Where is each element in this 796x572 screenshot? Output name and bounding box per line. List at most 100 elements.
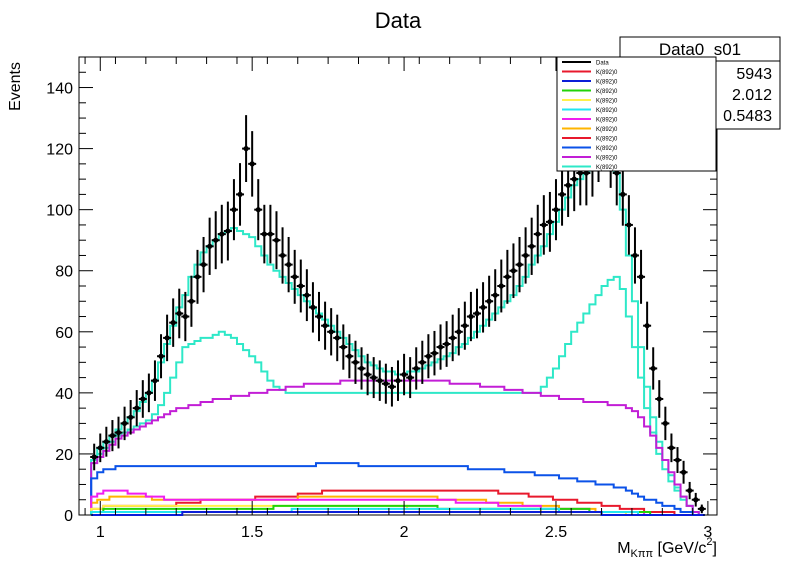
data-point bbox=[521, 227, 530, 284]
data-point bbox=[138, 380, 147, 418]
x-tick-label: 2 bbox=[400, 524, 409, 541]
data-point bbox=[460, 301, 469, 350]
data-point bbox=[697, 504, 706, 514]
data-point bbox=[691, 492, 700, 507]
histogram-series-3 bbox=[90, 462, 705, 516]
data-point bbox=[679, 460, 688, 484]
data-point bbox=[394, 360, 402, 401]
data-point bbox=[558, 163, 567, 226]
legend-label: K(892)0 bbox=[596, 70, 618, 76]
data-point bbox=[181, 291, 190, 342]
legend-label: K(892)0 bbox=[596, 156, 618, 162]
data-point bbox=[175, 288, 184, 339]
stats-title: Data0_s01 bbox=[659, 40, 741, 59]
x-tick-label: 1 bbox=[96, 524, 105, 541]
legend-label: K(892)0 bbox=[596, 80, 618, 86]
data-point bbox=[673, 447, 682, 473]
data-point bbox=[205, 217, 214, 275]
legend-entry: K(892)0 bbox=[562, 146, 618, 152]
data-point bbox=[533, 204, 542, 264]
histogram-series-4 bbox=[90, 489, 705, 516]
legend-label: K(892)0 bbox=[596, 99, 618, 105]
data-point bbox=[114, 416, 123, 449]
data-point bbox=[132, 390, 141, 427]
stats-value: 5943 bbox=[736, 66, 772, 83]
data-point bbox=[643, 301, 652, 350]
legend-entry: K(892)0 bbox=[562, 89, 618, 95]
data-point bbox=[126, 400, 135, 435]
legend-entry: K(892)0 bbox=[562, 70, 618, 76]
data-point bbox=[624, 195, 633, 255]
stats-value: 0.5483 bbox=[723, 108, 772, 125]
data-point bbox=[321, 301, 330, 350]
legend-label: K(892)0 bbox=[596, 118, 618, 124]
x-tick-label: 2.5 bbox=[545, 524, 567, 541]
data-point bbox=[96, 433, 105, 463]
data-point bbox=[442, 321, 451, 367]
y-tick-label: 140 bbox=[46, 81, 73, 98]
data-point bbox=[163, 314, 172, 362]
data-point bbox=[497, 259, 506, 313]
data-point bbox=[120, 406, 129, 441]
data-point bbox=[223, 201, 232, 261]
data-point bbox=[272, 211, 281, 270]
data-point bbox=[466, 291, 475, 342]
data-point bbox=[211, 211, 220, 270]
data-point bbox=[430, 330, 439, 376]
data-point bbox=[144, 373, 153, 413]
data-point bbox=[169, 298, 178, 347]
data-point bbox=[551, 179, 560, 241]
data-point bbox=[509, 243, 518, 299]
data-point bbox=[655, 380, 664, 418]
x-axis-label: MKππ [GeV/c2] bbox=[617, 536, 717, 560]
data-point bbox=[229, 179, 238, 241]
axes-layer: 0 20 40 60 80 100 120 140 1 1.5 2 2.5 3 bbox=[46, 56, 717, 541]
legend-label: K(892)0 bbox=[596, 146, 618, 152]
data-point bbox=[412, 347, 421, 390]
data-point bbox=[90, 443, 99, 471]
data-point bbox=[503, 249, 512, 304]
data-point bbox=[424, 334, 433, 379]
y-tick-label: 100 bbox=[46, 203, 73, 220]
legend-label: K(892)0 bbox=[596, 89, 618, 95]
data-point bbox=[296, 259, 305, 313]
y-tick-label: 0 bbox=[64, 508, 73, 525]
legend-entry: Data bbox=[562, 61, 609, 67]
legend: Data K(892)0 K(892)0 K(892)0 K(892)0 K(892)0 K… bbox=[556, 56, 717, 172]
data-point bbox=[406, 357, 415, 399]
data-point bbox=[387, 366, 396, 407]
data-point bbox=[217, 204, 226, 264]
data-point bbox=[381, 363, 390, 404]
y-tick-label: 120 bbox=[46, 142, 73, 159]
data-point bbox=[539, 195, 548, 255]
histogram-series-1 bbox=[90, 275, 705, 516]
data-point bbox=[236, 163, 245, 226]
legend-label: K(892)0 bbox=[596, 108, 618, 114]
data-point bbox=[193, 249, 202, 304]
legend-entry: K(892)0 bbox=[562, 99, 618, 105]
data-point bbox=[479, 282, 488, 333]
data-point bbox=[472, 288, 481, 339]
data-point bbox=[667, 433, 676, 463]
legend-entry: K(892)0 bbox=[562, 80, 618, 86]
data-points-layer bbox=[90, 99, 706, 514]
y-tick-label: 40 bbox=[55, 386, 73, 403]
legend-label: K(892)0 bbox=[596, 165, 618, 171]
y-axis-label: Events bbox=[7, 62, 24, 111]
legend-label: K(892)0 bbox=[596, 127, 618, 133]
histogram-series-2 bbox=[90, 379, 705, 516]
data-point bbox=[357, 347, 366, 390]
data-point bbox=[685, 481, 694, 500]
data-point bbox=[242, 115, 251, 183]
y-tick-label: 60 bbox=[55, 325, 73, 342]
x-axis-label-text: MKππ [GeV/c2] bbox=[617, 536, 717, 560]
data-point bbox=[400, 353, 409, 396]
data-point bbox=[290, 249, 299, 304]
x-tick-label: 3 bbox=[703, 524, 712, 541]
data-point bbox=[302, 269, 311, 322]
legend-label: K(892)0 bbox=[596, 137, 618, 143]
data-point bbox=[491, 269, 500, 322]
data-point bbox=[637, 249, 646, 304]
data-point bbox=[454, 308, 463, 356]
